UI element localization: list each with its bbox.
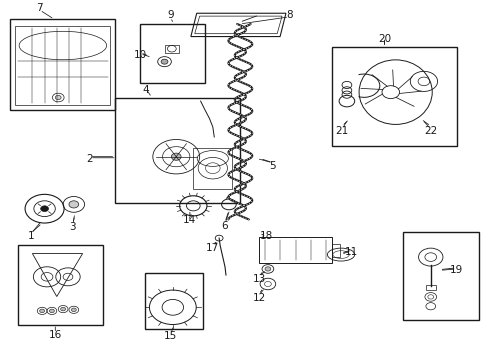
Bar <box>425 285 435 290</box>
Circle shape <box>40 309 44 313</box>
Bar <box>331 244 339 257</box>
Text: 9: 9 <box>167 10 173 20</box>
Bar <box>259 237 331 263</box>
Bar <box>164 45 178 53</box>
Text: 22: 22 <box>423 126 436 135</box>
Text: 10: 10 <box>133 50 146 60</box>
Circle shape <box>161 59 167 64</box>
Text: 17: 17 <box>206 243 219 253</box>
Text: 15: 15 <box>163 331 177 341</box>
Text: 11: 11 <box>345 247 358 257</box>
Bar <box>15 26 110 105</box>
Circle shape <box>55 95 61 100</box>
Circle shape <box>171 153 181 160</box>
Text: 18: 18 <box>259 231 272 240</box>
Circle shape <box>41 206 48 212</box>
Text: 12: 12 <box>252 293 265 303</box>
Circle shape <box>49 309 54 313</box>
Circle shape <box>69 201 79 208</box>
Text: 5: 5 <box>269 161 276 171</box>
Circle shape <box>71 308 76 312</box>
Text: 16: 16 <box>49 330 62 340</box>
Text: 1: 1 <box>27 231 34 240</box>
Bar <box>193 148 232 189</box>
Text: 8: 8 <box>285 10 292 20</box>
Text: 3: 3 <box>69 222 76 231</box>
Bar <box>10 19 115 110</box>
Bar <box>144 273 203 329</box>
Bar <box>140 24 205 83</box>
Text: 19: 19 <box>449 265 462 275</box>
Bar <box>402 232 478 320</box>
Circle shape <box>264 267 270 271</box>
Text: 20: 20 <box>377 35 390 44</box>
Text: 21: 21 <box>335 126 348 135</box>
Text: 13: 13 <box>252 274 265 284</box>
Text: 4: 4 <box>142 85 149 95</box>
Bar <box>115 98 239 203</box>
Text: 6: 6 <box>221 221 228 231</box>
Text: 2: 2 <box>86 154 93 164</box>
Text: 14: 14 <box>183 215 196 225</box>
Bar <box>331 47 456 146</box>
Text: 7: 7 <box>36 3 43 13</box>
Circle shape <box>61 307 65 311</box>
Bar <box>18 244 103 325</box>
